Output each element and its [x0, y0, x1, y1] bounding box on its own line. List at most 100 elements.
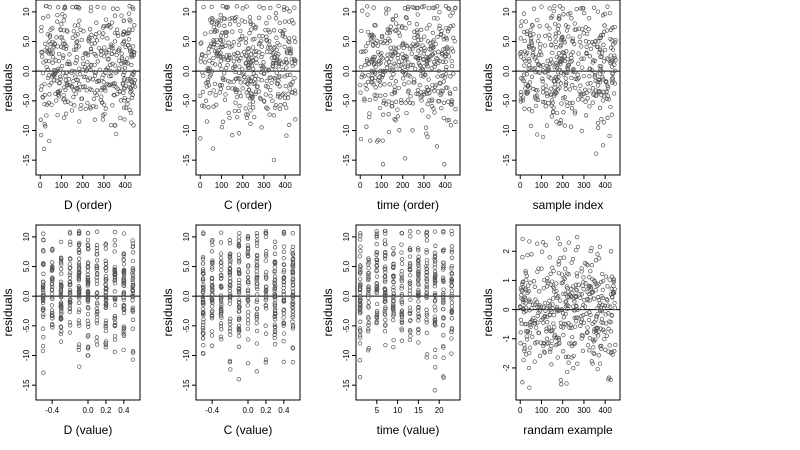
data-point [382, 311, 387, 316]
data-point [414, 91, 419, 97]
data-point [76, 289, 81, 294]
data-point [383, 322, 388, 327]
data-point [237, 258, 242, 263]
data-point [119, 61, 124, 66]
data-point [522, 63, 527, 68]
data-point [121, 29, 126, 35]
data-point [82, 84, 87, 89]
data-point [408, 318, 413, 323]
data-point [41, 146, 47, 151]
data-point [449, 255, 455, 260]
data-point [407, 100, 413, 105]
data-point [46, 58, 52, 64]
data-point [412, 5, 417, 11]
data-point [561, 255, 567, 260]
data-point [374, 233, 379, 238]
data-point [106, 22, 112, 28]
data-point [437, 99, 442, 104]
data-point [585, 289, 590, 295]
data-point [588, 294, 593, 300]
data-point [250, 37, 255, 42]
data-point [390, 17, 395, 23]
data-point [563, 354, 569, 360]
data-point [550, 14, 555, 19]
x-tick-label: 100 [375, 181, 389, 190]
data-point [588, 248, 593, 254]
data-point [235, 50, 240, 56]
data-point [391, 307, 396, 313]
data-point [415, 42, 420, 47]
data-point [59, 329, 64, 334]
data-point [549, 343, 554, 349]
data-point [531, 47, 536, 52]
data-point [550, 265, 555, 270]
data-point [218, 293, 224, 298]
data-point [535, 320, 540, 325]
data-point [125, 78, 130, 84]
data-point [369, 68, 374, 74]
data-point [86, 321, 91, 327]
data-point [224, 5, 229, 10]
data-point [106, 82, 111, 87]
data-point [94, 20, 99, 25]
data-point [51, 45, 56, 50]
data-point [397, 67, 402, 72]
data-point [382, 279, 388, 285]
data-point [561, 315, 566, 320]
data-point [416, 304, 421, 310]
data-point [366, 295, 371, 301]
data-point [387, 82, 392, 87]
data-point [267, 45, 273, 50]
data-point [281, 262, 286, 267]
data-point [440, 323, 446, 328]
data-point [219, 308, 224, 314]
data-point [94, 229, 100, 234]
data-point [561, 110, 566, 115]
data-point [453, 5, 458, 10]
data-point [593, 39, 598, 44]
y-tick-label: 5.0 [22, 35, 31, 47]
data-point [524, 31, 529, 37]
data-point [358, 329, 363, 334]
data-point [237, 315, 242, 320]
data-point [437, 26, 442, 31]
data-point [126, 37, 132, 42]
data-point [258, 63, 264, 69]
data-point [362, 96, 367, 101]
data-point [563, 298, 569, 304]
y-tick-label: 5.0 [342, 260, 351, 272]
data-point [601, 327, 606, 332]
data-point [281, 282, 287, 287]
data-point [218, 38, 224, 43]
data-point [378, 60, 383, 66]
data-point [276, 64, 281, 69]
data-point [63, 74, 68, 79]
data-point [587, 88, 592, 93]
data-point [50, 278, 55, 283]
data-point [218, 13, 223, 18]
data-point [358, 136, 364, 142]
data-point [227, 241, 233, 246]
data-point [399, 286, 404, 291]
data-point [542, 100, 547, 105]
data-point [102, 111, 107, 117]
data-point [60, 11, 65, 17]
data-point [47, 5, 52, 10]
data-point [114, 27, 120, 32]
data-point [365, 57, 370, 62]
data-point [541, 63, 546, 68]
data-point [407, 273, 413, 278]
data-point [239, 37, 244, 42]
data-point [359, 28, 364, 34]
data-point [399, 299, 404, 304]
data-point [597, 256, 602, 261]
data-point [61, 53, 66, 58]
data-point [59, 284, 64, 289]
data-point [573, 109, 578, 114]
data-point [281, 321, 286, 326]
data-point [545, 314, 550, 319]
data-point [391, 280, 396, 285]
data-point [130, 349, 136, 354]
data-point [437, 23, 442, 28]
data-point [533, 69, 538, 75]
